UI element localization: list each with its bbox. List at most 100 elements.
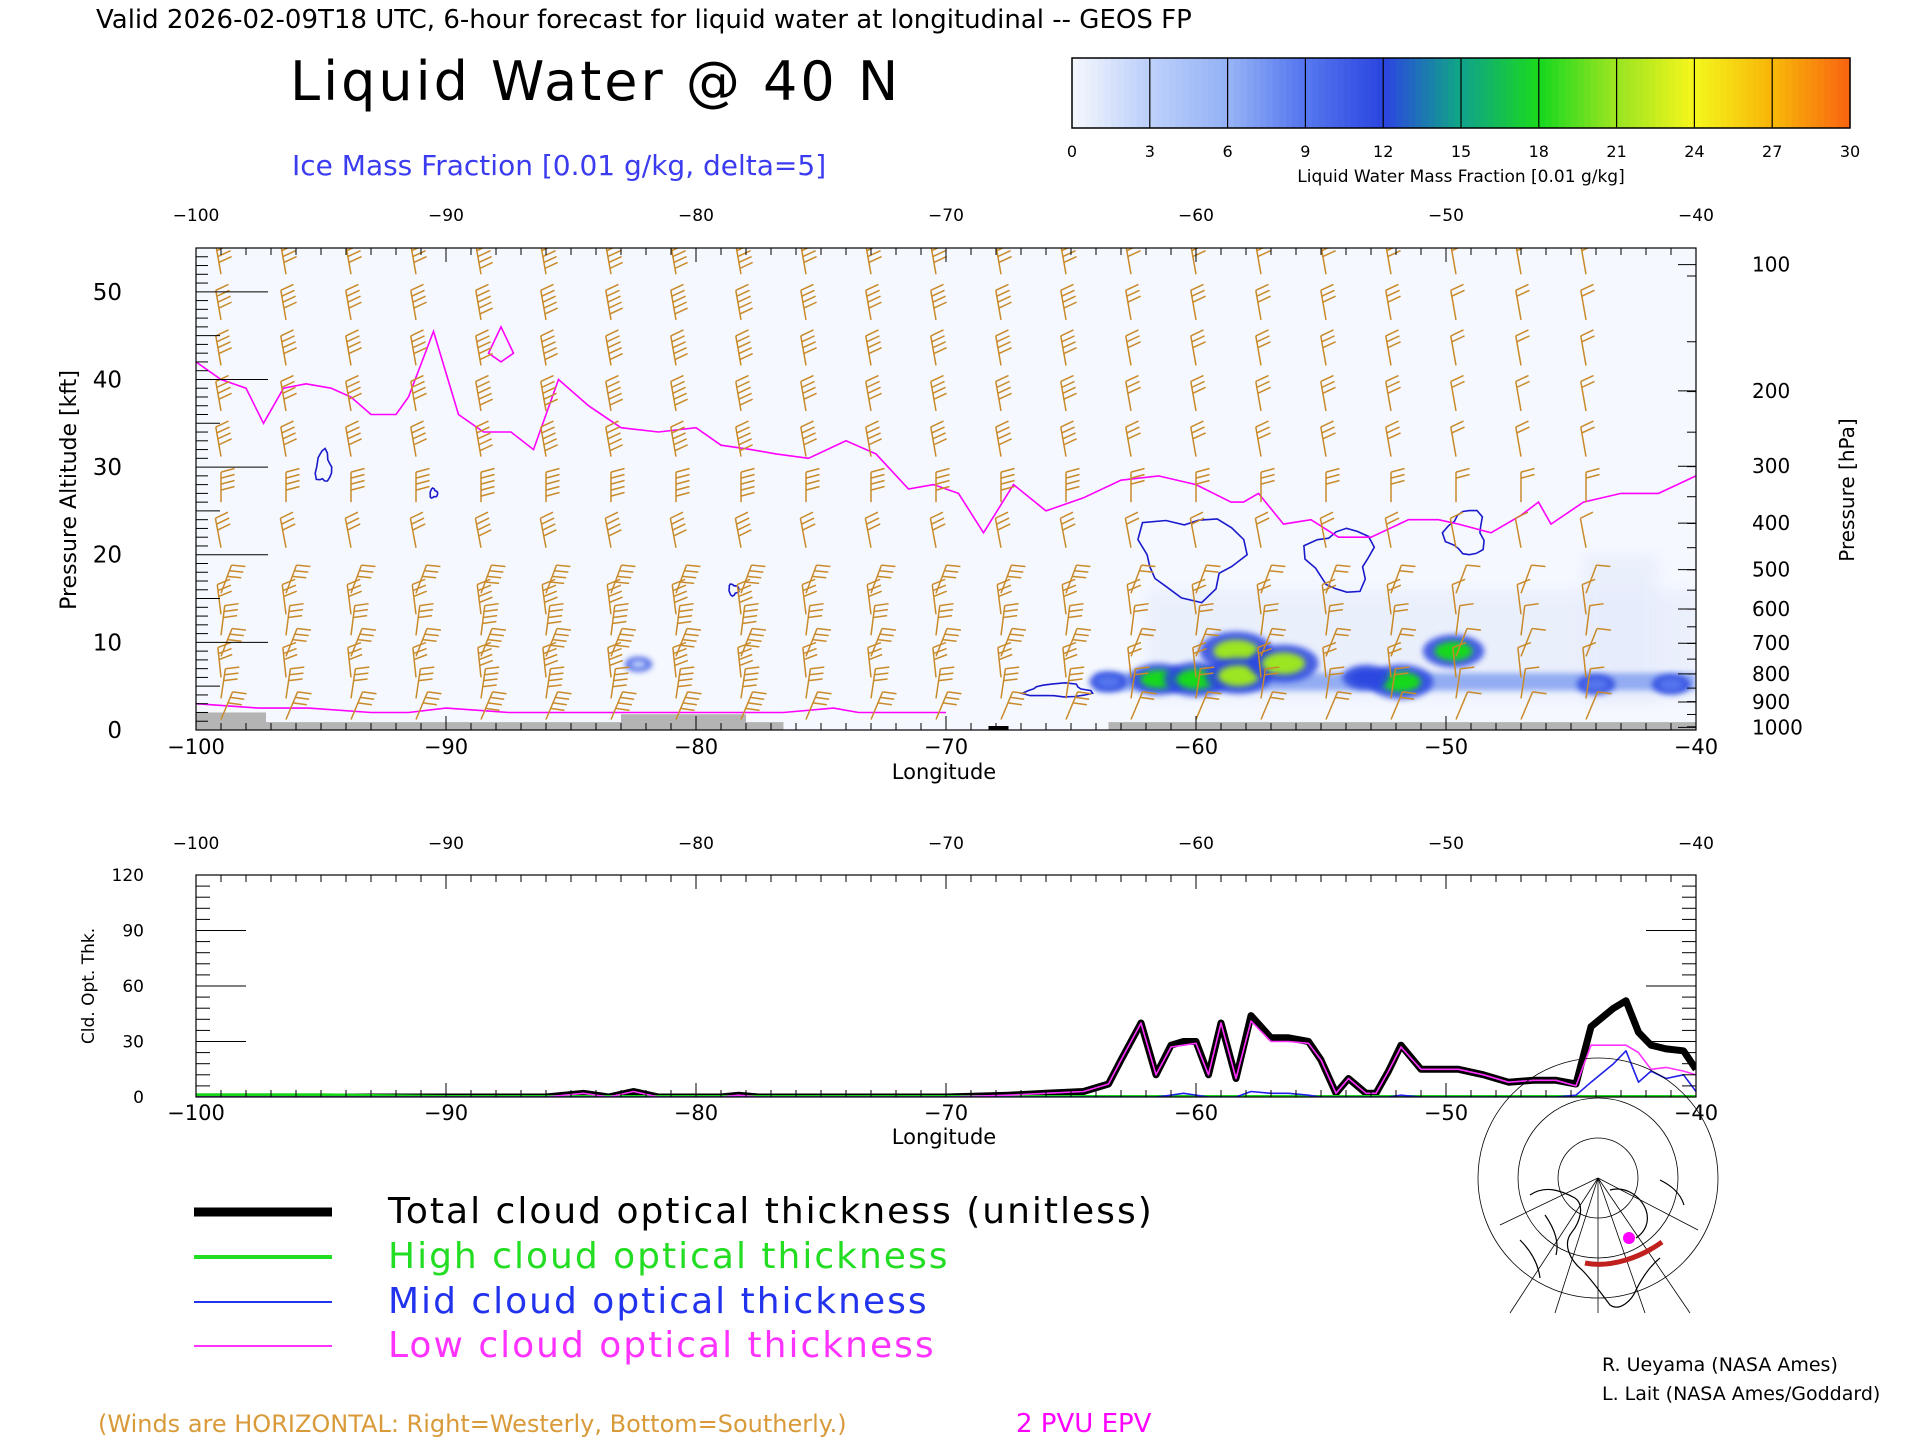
wind-barb — [1195, 691, 1222, 720]
wind-barb — [670, 329, 688, 366]
legend-label-high: High cloud optical thickness — [388, 1236, 949, 1277]
wind-barb — [1580, 283, 1595, 320]
colorbar-cell — [1234, 58, 1242, 128]
wind-barb — [1325, 467, 1340, 503]
wind-barb — [1125, 329, 1141, 366]
colorbar-cell — [1545, 58, 1553, 128]
colorbar-cell — [1376, 58, 1384, 128]
wind-barb — [930, 283, 947, 320]
wind-barb — [1320, 329, 1336, 366]
wind-barb — [345, 420, 362, 457]
wind-barb — [1450, 283, 1465, 320]
wind-barb — [220, 467, 235, 503]
bottom-x-tick-label: −40 — [1674, 1101, 1718, 1125]
top-x-tick-label-upper: −70 — [928, 206, 964, 226]
colorbar-cell — [1409, 58, 1417, 128]
colorbar-cell — [1649, 58, 1657, 128]
wind-barb — [280, 420, 297, 457]
ice-mass-contour — [1303, 527, 1376, 594]
wind-barb — [545, 467, 560, 503]
top-y-tick-label: 20 — [93, 543, 122, 569]
wind-barb — [670, 248, 688, 275]
wind-barb — [1580, 374, 1595, 412]
wind-barb — [410, 420, 427, 457]
colorbar-tick-label: 24 — [1684, 142, 1704, 161]
wind-barb — [995, 374, 1012, 412]
colorbar-cell — [1279, 58, 1287, 128]
wind-barb — [1060, 283, 1077, 320]
bottom-plot-frame — [195, 874, 1697, 1098]
wind-barb — [930, 420, 947, 457]
colorbar-cell — [1292, 58, 1300, 128]
colorbar-cell — [1610, 58, 1618, 128]
wind-barb — [415, 691, 442, 720]
wind-barb — [1455, 691, 1482, 720]
wind-barb — [996, 578, 1012, 615]
wind-barb — [1580, 329, 1595, 366]
bottom-x-tick-label: −70 — [924, 1101, 968, 1125]
wind-barb — [735, 329, 753, 366]
wind-barb — [1514, 511, 1529, 548]
terrain-segment — [621, 714, 746, 730]
colorbar-cell — [1344, 58, 1352, 128]
wind-barb — [1065, 467, 1080, 503]
wind-barb — [1520, 627, 1547, 657]
colorbar-cell — [1383, 58, 1391, 128]
wind-barb — [735, 374, 753, 412]
wind-barb — [412, 641, 428, 678]
wind-barb — [1455, 666, 1475, 699]
wind-barb — [545, 602, 564, 636]
wind-barb — [1190, 374, 1206, 412]
wind-barb — [480, 467, 495, 503]
colorbar-cell — [1454, 58, 1462, 128]
wind-barb — [1451, 578, 1466, 615]
wind-barb — [1255, 420, 1271, 457]
wind-barb — [799, 511, 816, 548]
colorbar-cell — [1681, 58, 1689, 128]
colorbar-cell — [1674, 58, 1683, 128]
wind-barb — [214, 511, 231, 548]
wind-barb — [1520, 602, 1539, 636]
wind-barb — [1449, 511, 1464, 548]
colorbar-cell — [1123, 58, 1131, 128]
colorbar-cell — [1441, 58, 1449, 128]
colorbar-cell — [1655, 58, 1663, 128]
wind-barb — [1585, 602, 1604, 636]
wind-barb — [670, 283, 688, 320]
wind-barb — [545, 666, 565, 699]
bottom-x-tick-label: −60 — [1174, 1101, 1218, 1125]
epv-2pvu-line — [196, 328, 1696, 539]
wind-barb — [1585, 691, 1612, 720]
wind-barb — [1065, 691, 1092, 720]
wind-barb — [1325, 691, 1352, 720]
colorbar-cell — [1765, 58, 1773, 128]
colorbar-cell — [1772, 58, 1780, 128]
wind-barb — [1450, 248, 1460, 275]
wind-barb — [734, 511, 752, 548]
wind-barb — [1191, 578, 1207, 615]
colorbar-cell — [1305, 58, 1313, 128]
wind-barb — [1256, 578, 1272, 615]
wind-barb — [800, 283, 817, 320]
wind-barb — [540, 420, 558, 457]
colorbar-cell — [1506, 58, 1514, 128]
wind-barb — [410, 329, 427, 366]
colorbar-cell — [1759, 58, 1767, 128]
wind-barb — [215, 248, 232, 275]
colorbar-cell — [1415, 58, 1423, 128]
colorbar-cell — [1525, 58, 1533, 128]
colorbar-cell — [1188, 58, 1196, 128]
wind-barb — [1515, 374, 1530, 412]
wind-barb — [995, 329, 1012, 366]
wind-barb — [610, 691, 637, 720]
legend: Total cloud optical thickness (unitless)… — [194, 1191, 1152, 1366]
colorbar-cell — [1778, 58, 1786, 128]
top-y-tick-label: 30 — [93, 455, 122, 481]
wind-barb — [415, 467, 430, 503]
colorbar-cell — [1746, 58, 1754, 128]
colorbar-cell — [1467, 58, 1475, 128]
wind-barb — [1450, 374, 1465, 412]
wind-barb — [802, 641, 818, 678]
liquid-water-core — [1584, 678, 1608, 691]
colorbar-cell — [1078, 58, 1086, 128]
